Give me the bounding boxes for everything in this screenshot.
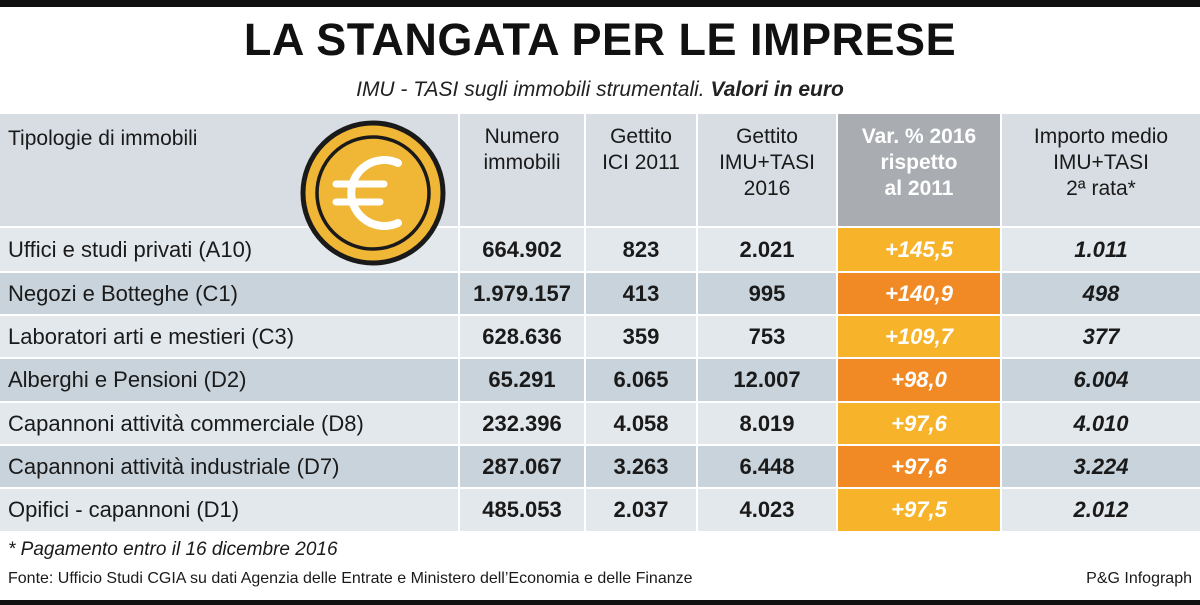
header-imu: Gettito IMU+TASI 2016: [698, 114, 836, 226]
cell-ici: 3.263: [586, 446, 696, 487]
header-importo-line2: IMU+TASI: [1053, 151, 1149, 174]
credit: P&G Infograph: [1086, 570, 1192, 587]
cell-var: +109,7: [838, 316, 1000, 357]
cell-importo: 2.012: [1002, 489, 1200, 531]
cell-imu: 753: [698, 316, 836, 357]
top-rule: [0, 0, 1200, 7]
header-numero-line2: immobili: [483, 151, 561, 174]
cell-importo: 377: [1002, 316, 1200, 357]
cell-ici: 413: [586, 273, 696, 314]
cell-ici: 359: [586, 316, 696, 357]
header-importo: Importo medio IMU+TASI 2ª rata*: [1002, 114, 1200, 226]
header-importo-line3: 2ª rata*: [1066, 177, 1136, 200]
cell-var: +97,5: [838, 489, 1000, 531]
page-title: LA STANGATA PER LE IMPRESE: [243, 14, 957, 65]
cell-numero: 65.291: [460, 359, 584, 401]
cell-tipologia: Capannoni attività industriale (D7): [0, 446, 458, 487]
cell-importo: 4.010: [1002, 403, 1200, 444]
table-row: Capannoni attività commerciale (D8) 232.…: [0, 403, 1200, 444]
cell-imu: 12.007: [698, 359, 836, 401]
header-var-line3: al 2011: [884, 177, 954, 200]
table-row: Uffici e studi privati (A10) 664.902 823…: [0, 228, 1200, 271]
cell-imu: 2.021: [698, 228, 836, 271]
cell-imu: 8.019: [698, 403, 836, 444]
table-row: Negozi e Botteghe (C1) 1.979.157 413 995…: [0, 273, 1200, 314]
cell-numero: 287.067: [460, 446, 584, 487]
cell-var: +97,6: [838, 446, 1000, 487]
cell-numero: 232.396: [460, 403, 584, 444]
cell-numero: 664.902: [460, 228, 584, 271]
cell-numero: 628.636: [460, 316, 584, 357]
cell-ici: 6.065: [586, 359, 696, 401]
cell-imu: 4.023: [698, 489, 836, 531]
cell-var: +97,6: [838, 403, 1000, 444]
header-ici-line1: Gettito: [610, 125, 672, 148]
table-row: Laboratori arti e mestieri (C3) 628.636 …: [0, 316, 1200, 357]
table-header-row: Tipologie di immobili Numero immobili Ge…: [0, 114, 1200, 226]
cell-tipologia: Laboratori arti e mestieri (C3): [0, 316, 458, 357]
cell-var: +145,5: [838, 228, 1000, 271]
header-numero: Numero immobili: [460, 114, 584, 226]
header-imu-line1: Gettito: [736, 125, 798, 148]
header-imu-line3: 2016: [743, 177, 791, 200]
cell-importo: 1.011: [1002, 228, 1200, 271]
cell-ici: 4.058: [586, 403, 696, 444]
header-ici-line2: ICI 2011: [602, 151, 680, 174]
header-imu-line2: IMU+TASI: [719, 151, 815, 174]
cell-imu: 995: [698, 273, 836, 314]
cell-var: +98,0: [838, 359, 1000, 401]
cell-imu: 6.448: [698, 446, 836, 487]
cell-importo: 498: [1002, 273, 1200, 314]
header-importo-line1: Importo medio: [1033, 125, 1169, 148]
cell-var: +140,9: [838, 273, 1000, 314]
footnote: * Pagamento entro il 16 dicembre 2016: [8, 539, 338, 560]
cell-importo: 6.004: [1002, 359, 1200, 401]
cell-numero: 485.053: [460, 489, 584, 531]
header-var-line1: Var. % 2016: [861, 125, 977, 148]
subtitle-bold: Valori in euro: [710, 78, 844, 101]
cell-ici: 2.037: [586, 489, 696, 531]
cell-tipologia: Negozi e Botteghe (C1): [0, 273, 458, 314]
cell-importo: 3.224: [1002, 446, 1200, 487]
source-note: Fonte: Ufficio Studi CGIA su dati Agenzi…: [8, 570, 693, 587]
cell-tipologia: Capannoni attività commerciale (D8): [0, 403, 458, 444]
header-numero-line1: Numero: [484, 125, 560, 148]
cell-tipologia: Alberghi e Pensioni (D2): [0, 359, 458, 401]
table-row: Alberghi e Pensioni (D2) 65.291 6.065 12…: [0, 359, 1200, 401]
table-row: Capannoni attività industriale (D7) 287.…: [0, 446, 1200, 487]
cell-ici: 823: [586, 228, 696, 271]
euro-coin-icon: [300, 120, 446, 266]
page-subtitle: IMU - TASI sugli immobili strumentali. V…: [0, 78, 1200, 102]
bottom-rule: [0, 600, 1200, 605]
cell-numero: 1.979.157: [460, 273, 584, 314]
header-var: Var. % 2016 rispetto al 2011: [838, 114, 1000, 226]
table-row: Opifici - capannoni (D1) 485.053 2.037 4…: [0, 489, 1200, 531]
cell-tipologia: Opifici - capannoni (D1): [0, 489, 458, 531]
header-ici: Gettito ICI 2011: [586, 114, 696, 226]
subtitle-text: IMU - TASI sugli immobili strumentali.: [356, 78, 705, 101]
header-var-line2: rispetto: [880, 151, 958, 174]
